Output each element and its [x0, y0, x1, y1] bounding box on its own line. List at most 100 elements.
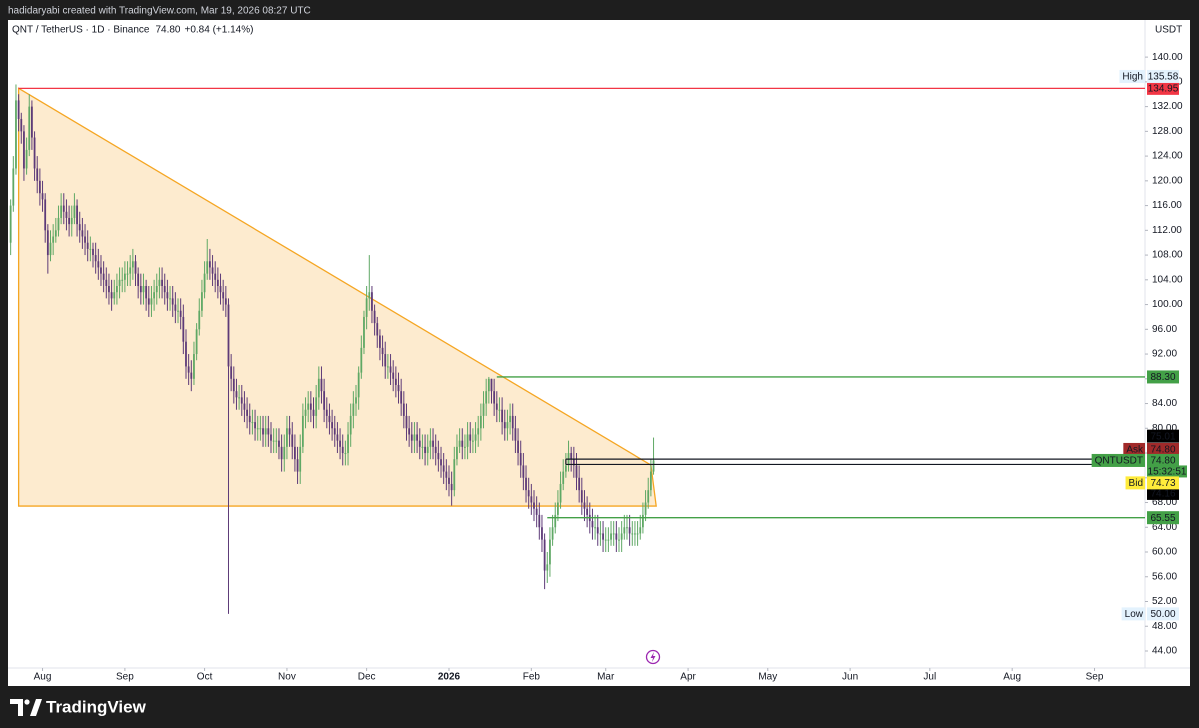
y-tick-label: 112.00	[1152, 225, 1182, 236]
candle-body	[360, 347, 363, 373]
quote-tag: High	[1122, 72, 1143, 83]
alert-icon	[645, 649, 661, 665]
candle-body	[248, 415, 251, 423]
quote-label: 74.73	[1150, 478, 1175, 489]
candle-body	[394, 378, 397, 385]
candle-body	[147, 298, 150, 305]
candle-body	[68, 217, 71, 225]
candle-body	[227, 304, 230, 367]
level-box	[1147, 370, 1179, 384]
y-tick-label: 84.00	[1152, 398, 1177, 409]
credit: hadidaryabi created with TradingView.com…	[8, 6, 311, 17]
candle-body	[501, 409, 504, 423]
candle-body	[347, 434, 349, 454]
candle-body	[578, 477, 581, 491]
candle-body	[251, 422, 254, 424]
candle-body	[509, 415, 511, 423]
y-tick-label: 100.00	[1152, 299, 1183, 310]
last-price: 74.80	[155, 25, 180, 36]
candle-body	[365, 298, 368, 317]
candle-body	[549, 539, 551, 565]
candle-body	[450, 483, 453, 491]
plot: QNT / TetherUS · 1D · Binance 74.80 +0.84 …	[9, 25, 1187, 683]
candle-body	[283, 446, 286, 460]
candle-body	[328, 415, 331, 423]
candle-body	[511, 415, 514, 429]
candle-body	[389, 366, 392, 373]
candle-body	[105, 279, 108, 287]
candle-body	[325, 409, 328, 416]
candle-body	[309, 403, 312, 410]
candle-body	[256, 428, 259, 430]
candle-body	[586, 508, 589, 515]
candle-body	[150, 298, 153, 305]
candle-body	[408, 428, 411, 435]
y-tick-label: 44.00	[1152, 646, 1177, 657]
quote-tag: Bid	[1129, 478, 1143, 489]
candle-body	[599, 533, 602, 535]
candle-body	[317, 378, 320, 398]
candle-body	[604, 539, 607, 541]
candle-body	[86, 242, 89, 249]
candle-body	[339, 440, 341, 447]
quote-tag: QNTUSDT	[1095, 456, 1143, 467]
y-tick-label: 80.00	[1152, 423, 1177, 434]
candle-body	[294, 446, 296, 460]
candle-body	[405, 415, 408, 429]
candle-body	[73, 205, 76, 218]
candle-body	[62, 205, 65, 212]
candle-body	[275, 440, 278, 442]
candle-body	[137, 273, 140, 287]
candle-body	[224, 298, 227, 305]
candle-body	[487, 378, 490, 392]
candle-body	[307, 403, 310, 410]
candle-body	[208, 261, 211, 268]
candle-body	[301, 415, 304, 447]
candle-body	[254, 422, 256, 429]
y-tick-label: 140.00	[1152, 52, 1183, 63]
candle-body	[102, 273, 105, 280]
candle-body	[315, 397, 318, 416]
quote-label: 74.80	[1150, 456, 1175, 467]
symbol-title: QNT / TetherUS · 1D · Binance	[12, 25, 150, 36]
candle-body	[203, 273, 206, 293]
x-tick-label: Apr	[680, 672, 696, 683]
candle-body	[246, 409, 248, 416]
y-tick-label: 48.00	[1152, 621, 1177, 632]
candle-body	[498, 409, 501, 411]
candle-body	[458, 440, 461, 447]
candle-body	[129, 267, 132, 274]
candle-body	[134, 261, 137, 274]
candle-body	[607, 539, 610, 541]
chart-background	[8, 20, 1190, 686]
x-tick-label: Nov	[278, 672, 296, 683]
candle-body	[33, 137, 36, 169]
x-tick-label: Jul	[923, 672, 936, 683]
candle-body	[471, 440, 474, 442]
candle-body	[379, 335, 381, 348]
candle-body	[81, 230, 84, 237]
y-tick-label: 68.00	[1152, 497, 1177, 508]
candle-body	[171, 298, 174, 305]
candle-body	[522, 465, 525, 478]
candle-body	[474, 434, 477, 441]
candle-body	[299, 446, 302, 472]
candle-body	[562, 471, 565, 484]
candle-body	[533, 502, 535, 509]
candle-body	[493, 391, 496, 404]
candle-body	[121, 279, 124, 281]
candle-body	[131, 261, 134, 268]
x-tick-label: Oct	[197, 672, 213, 683]
level-box	[1147, 511, 1179, 525]
candle-body	[52, 236, 55, 243]
candle-body	[620, 533, 623, 540]
candle-body	[461, 440, 464, 447]
candle-body	[572, 459, 575, 466]
candle-body	[12, 168, 15, 206]
candle-body	[193, 354, 195, 379]
candle-body	[267, 428, 270, 435]
x-tick-label: Mar	[597, 672, 615, 683]
candle-body	[158, 279, 161, 287]
candle-body	[28, 106, 31, 150]
candle-body	[610, 533, 612, 540]
